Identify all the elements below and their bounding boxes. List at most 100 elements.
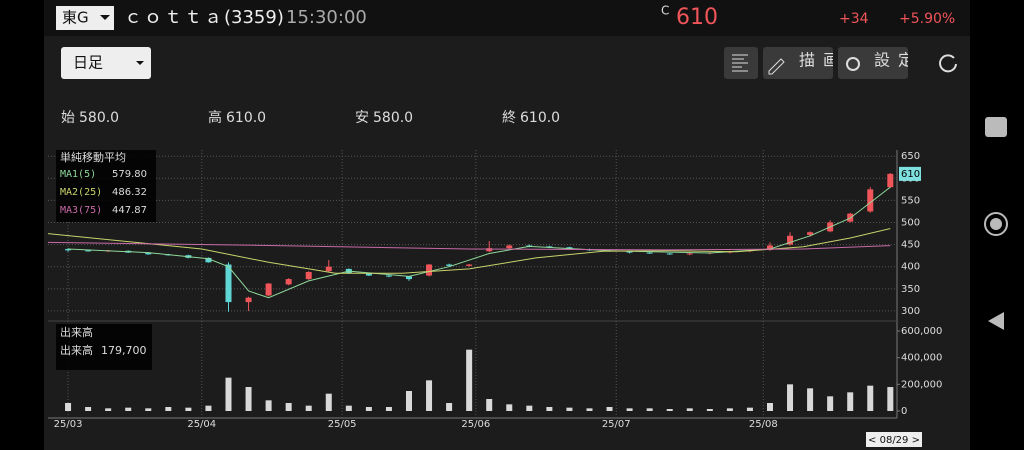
candle-body [546, 246, 553, 248]
x-tick-label: 25/06 [461, 419, 490, 430]
nav-recent[interactable] [985, 117, 1007, 137]
candle-body [766, 245, 773, 250]
volume-legend-box [56, 324, 152, 370]
volume-bar [787, 384, 794, 411]
y-tick-label: 550 [901, 195, 920, 206]
stock-code: (3359) [224, 7, 284, 28]
legend-box [56, 150, 156, 222]
candle-body [867, 189, 874, 212]
volume-tick-label: 400,000 [901, 353, 942, 364]
volume-bar [706, 409, 713, 411]
volume-tick-label: 200,000 [901, 379, 942, 390]
y-tick-label: 450 [901, 240, 920, 251]
price-flag: C [661, 4, 669, 18]
volume-bar [345, 405, 352, 411]
volume-bar [766, 403, 773, 411]
candle-body [385, 275, 392, 277]
candle-body [145, 252, 152, 255]
legend-name: MA1(5) [60, 169, 96, 180]
volume-bar [105, 408, 112, 411]
volume-title: 出来高 [60, 325, 93, 339]
x-tick-label: 25/04 [187, 419, 216, 430]
ma-line [47, 241, 891, 251]
main-panel [44, 36, 970, 450]
cursor-date-box [866, 432, 922, 447]
ohlc-label: 始 [61, 110, 75, 126]
volume-bar [666, 409, 673, 411]
volume-bar [486, 399, 493, 411]
ohlc-value: 580.0 [373, 110, 413, 126]
volume-tick-label: 0 [901, 406, 907, 417]
volume-bar [225, 377, 232, 411]
ohlc-value: 580.0 [79, 110, 119, 126]
volume-bar [807, 388, 814, 411]
y-tick-label: 400 [901, 262, 920, 273]
nav-back[interactable] [988, 312, 1004, 330]
volume-readout-value: 179,700 [101, 344, 147, 357]
draw-button-clip: 描画 [763, 47, 847, 79]
volume-bar [325, 393, 332, 411]
volume-bar [385, 407, 392, 411]
gear-icon [846, 57, 860, 71]
cursor-date: < 08/29 > [868, 435, 920, 446]
candle-body [285, 279, 292, 285]
volume-bar [546, 407, 553, 411]
volume-bar [285, 403, 292, 411]
candle-body [486, 248, 493, 252]
candle-body [686, 253, 693, 255]
candle-body [666, 253, 673, 255]
candle-body [225, 264, 232, 303]
price: 610 [676, 5, 718, 30]
chart: 3003504004505005506006500200,000400,0006… [47, 150, 942, 447]
volume-readout-label: 出来高 [60, 343, 93, 357]
pencil-icon [768, 58, 785, 75]
period: 日足 [73, 54, 103, 72]
settings-button[interactable] [838, 47, 908, 79]
volume-bar [506, 404, 513, 411]
refresh-icon[interactable] [939, 54, 957, 73]
y-tick-label: 650 [901, 151, 920, 162]
y-tick-label: 500 [901, 218, 920, 229]
ohlc-value: 610.0 [520, 110, 560, 126]
dropdown-icon [136, 61, 144, 65]
legend-value: 486.32 [112, 187, 147, 198]
candle-body [807, 232, 814, 235]
y-tick-label: 350 [901, 284, 920, 295]
dropdown-icon [100, 15, 110, 20]
draw-label: 描画 [799, 51, 847, 70]
period-select[interactable] [61, 47, 151, 79]
candle-body [426, 264, 433, 276]
nav-home[interactable] [984, 212, 1008, 236]
x-tick-label: 25/05 [328, 419, 357, 430]
candle-body [265, 283, 272, 296]
settings-label: 設定 [874, 51, 922, 70]
volume-bar [145, 408, 152, 411]
volume-bar [646, 408, 653, 411]
nav-home-dot [990, 218, 1002, 230]
volume-bar [887, 387, 894, 411]
settings-button-clip: 設定 [838, 47, 922, 79]
volume-bar [606, 407, 613, 411]
ohlc-label: 高 [208, 109, 222, 126]
volume-bar [847, 392, 854, 411]
price-tag-label: 610 [901, 169, 920, 180]
candle-body [466, 264, 473, 266]
candle-body [305, 272, 312, 280]
volume-bar [746, 407, 753, 411]
volume-bar [165, 407, 172, 411]
candle-body [85, 250, 92, 252]
volume-bar [446, 403, 453, 411]
draw-button[interactable] [763, 47, 833, 79]
ohlc-label: 終 [502, 110, 516, 126]
ma-line [47, 228, 891, 274]
candle-body [245, 297, 252, 303]
volume-bar [405, 391, 412, 411]
candle-body [365, 273, 372, 276]
candle-body [506, 245, 513, 249]
volume-bar [305, 405, 312, 411]
volume-bar [566, 407, 573, 411]
candle-body [646, 252, 653, 254]
x-tick-label: 25/07 [602, 419, 631, 430]
stock-name: ｃｏｔｔａ [124, 7, 224, 28]
